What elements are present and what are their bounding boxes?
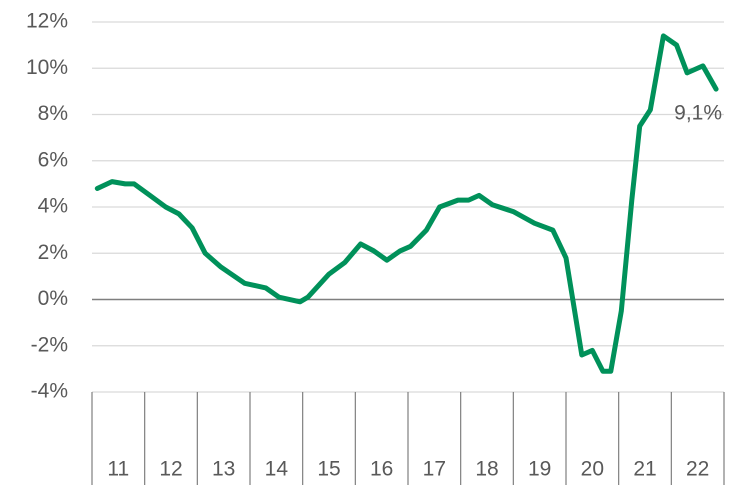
x-tick-label: 14 [265,458,289,481]
y-tick-label: -4% [31,380,68,403]
x-tick-label: 12 [159,458,182,481]
y-tick-label: 2% [38,241,68,264]
y-tick-label: 0% [38,287,68,310]
x-tick-label: 20 [581,458,604,481]
x-tick-label: 21 [633,458,656,481]
y-tick-label: 8% [38,102,68,125]
x-tick-label: 19 [528,458,551,481]
line [94,33,719,374]
x-tick-label: 13 [212,458,235,481]
y-tick-label: 10% [26,56,68,79]
x-tick-label: 18 [475,458,498,481]
y-tick-label: 4% [38,195,68,218]
y-tick-label: -2% [31,333,68,356]
x-tick-label: 16 [370,458,393,481]
data-label: 9,1% [674,102,722,125]
x-tick-label: 15 [317,458,340,481]
x-tick-label: 17 [423,458,446,481]
y-tick-label: 12% [26,10,68,33]
x-tick-label: 22 [686,458,709,481]
y-tick-label: 6% [38,148,68,171]
x-tick-label: 11 [107,458,129,481]
